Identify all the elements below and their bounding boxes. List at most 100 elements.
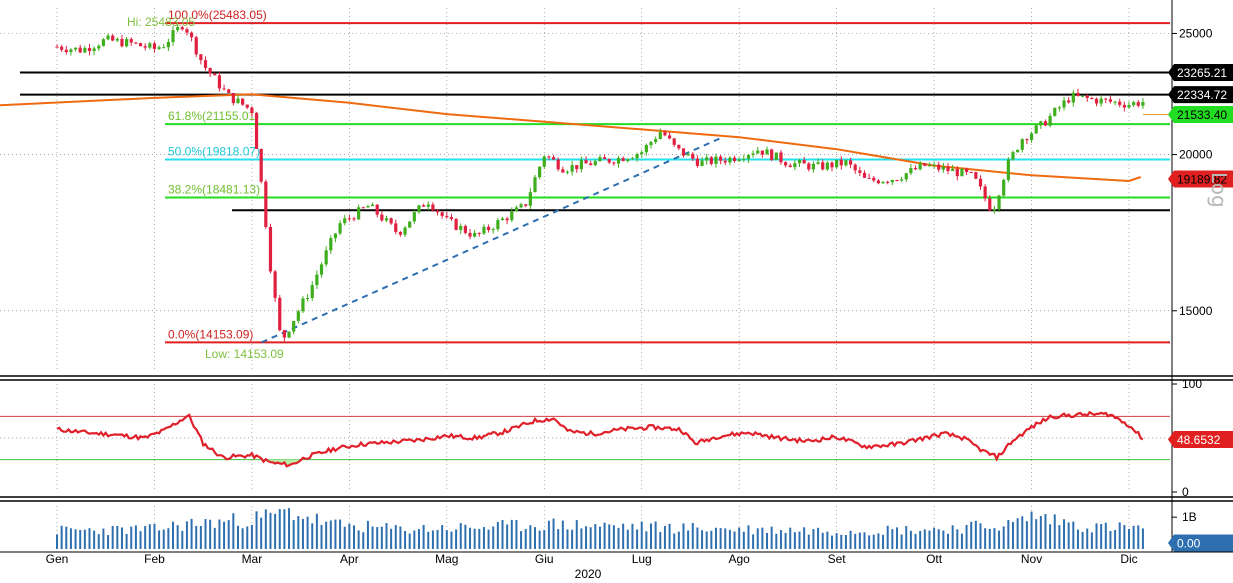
volume-bar xyxy=(561,520,564,549)
candle-body xyxy=(663,132,667,136)
volume-bar xyxy=(538,530,541,549)
volume-bar xyxy=(631,523,634,549)
volume-bar xyxy=(348,523,351,549)
candle-body xyxy=(208,68,212,74)
candle-body xyxy=(1016,149,1020,153)
volume-bar xyxy=(111,526,114,549)
candle-body xyxy=(728,157,732,163)
volume-bar xyxy=(747,525,750,549)
candle-body xyxy=(746,154,751,159)
volume-bar xyxy=(246,526,249,549)
candle-body xyxy=(287,331,291,338)
candle-body xyxy=(1127,105,1131,108)
volume-bar xyxy=(1053,514,1056,549)
candle-body xyxy=(760,150,764,155)
candle-body xyxy=(1006,159,1010,180)
candle-body xyxy=(477,232,481,234)
candle-body xyxy=(1043,121,1048,126)
candle-body xyxy=(1094,98,1099,104)
candle-body xyxy=(138,43,143,47)
high-annotation: Hi: 25483.05 xyxy=(127,15,195,29)
candle-body xyxy=(301,298,305,312)
candle-body xyxy=(603,157,607,160)
volume-bar xyxy=(589,527,592,549)
volume-bar xyxy=(960,533,963,549)
candle-body xyxy=(370,204,375,207)
volume-bar xyxy=(571,529,574,549)
volume-bar xyxy=(1011,522,1014,549)
volume-bar xyxy=(120,527,123,549)
volume-bar xyxy=(404,530,407,549)
candle-body xyxy=(561,169,565,173)
rsi-value-tag: 48.6532 xyxy=(1177,433,1221,447)
candle-body xyxy=(719,156,723,161)
candle-body xyxy=(259,148,263,182)
volume-bar xyxy=(844,535,847,549)
candle-body xyxy=(78,47,82,53)
volume-bar xyxy=(598,526,601,549)
volume-bar xyxy=(566,529,569,549)
candle-body xyxy=(125,39,129,47)
candle-body xyxy=(282,330,286,338)
volume-bar xyxy=(877,533,880,549)
volume-bar xyxy=(988,528,991,549)
candle-body xyxy=(111,35,115,41)
candle-body xyxy=(830,162,834,168)
rsi-tick-label: 0 xyxy=(1182,485,1189,499)
candle-body xyxy=(1011,152,1015,160)
volume-bar xyxy=(1063,519,1066,549)
volume-bar xyxy=(278,509,281,549)
candle-body xyxy=(862,172,867,178)
candle-body xyxy=(152,43,157,49)
candle-body xyxy=(960,168,964,177)
volume-bar xyxy=(496,522,499,549)
candle-body xyxy=(69,49,73,53)
candle-body xyxy=(964,168,969,173)
candle-body xyxy=(732,157,737,162)
volume-bar xyxy=(984,528,987,549)
volume-bar xyxy=(882,534,885,549)
candle-body xyxy=(872,177,876,181)
volume-bar xyxy=(766,532,769,549)
volume-bar xyxy=(543,530,546,549)
candle-body xyxy=(101,39,106,46)
volume-bar xyxy=(1039,516,1042,549)
volume-bar xyxy=(153,523,156,549)
candle-body xyxy=(245,104,249,108)
volume-bar xyxy=(728,529,731,549)
volume-bar xyxy=(970,521,973,549)
volume-bar xyxy=(241,528,244,549)
candle-body xyxy=(626,159,630,162)
volume-bar xyxy=(380,526,383,549)
volume-bar xyxy=(858,532,861,549)
volume-bar xyxy=(501,519,504,549)
candle-body xyxy=(556,159,560,170)
candle-body xyxy=(570,165,574,172)
candle-body xyxy=(412,212,416,222)
volume-bar xyxy=(464,524,467,549)
volume-bar xyxy=(366,520,369,549)
volume-bar xyxy=(139,531,142,549)
candle-body xyxy=(87,47,92,52)
candle-body xyxy=(621,158,625,162)
volume-bar xyxy=(218,519,221,549)
candle-body xyxy=(635,154,639,159)
volume-bar xyxy=(654,521,657,549)
volume-tick-label: 1B xyxy=(1182,510,1197,524)
candle-body xyxy=(343,218,347,224)
volume-bar xyxy=(283,509,286,549)
volume-bar xyxy=(427,531,430,549)
volume-bar xyxy=(1002,526,1005,549)
candle-body xyxy=(292,320,296,332)
candle-body xyxy=(751,153,755,155)
volume-bar xyxy=(919,530,922,549)
candle-body xyxy=(672,138,676,145)
volume-bar xyxy=(761,527,764,549)
volume-bar xyxy=(478,528,481,549)
volume-bar xyxy=(1035,519,1038,549)
volume-bar xyxy=(775,533,778,549)
volume-bar xyxy=(288,508,291,549)
volume-bar xyxy=(779,530,782,549)
candle-body xyxy=(700,160,704,166)
